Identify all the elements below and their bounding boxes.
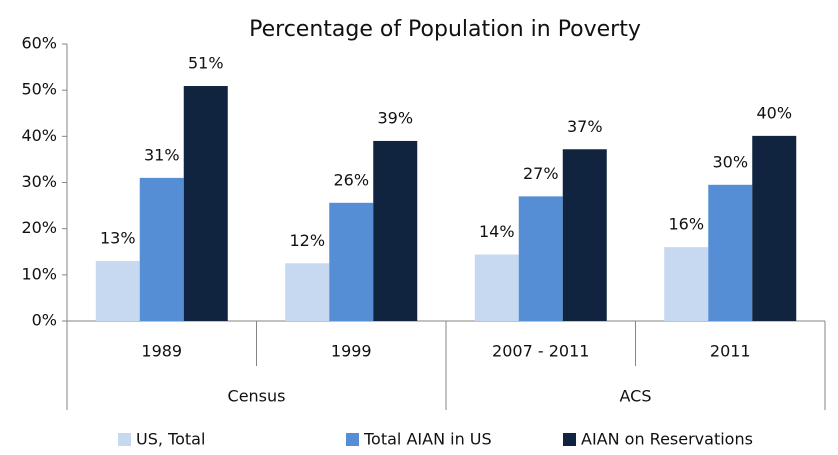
y-tick-label: 40% — [21, 126, 57, 145]
legend-label: AIAN on Reservations — [581, 430, 753, 449]
bar — [562, 149, 607, 321]
y-tick-label: 30% — [21, 172, 57, 191]
x-tick-label: 2011 — [710, 342, 751, 361]
legend-swatch — [346, 433, 359, 446]
y-tick-label: 50% — [21, 80, 57, 99]
y-tick-label: 20% — [21, 218, 57, 237]
data-label: 14% — [479, 222, 515, 241]
data-label: 37% — [567, 117, 603, 136]
data-label: 31% — [144, 145, 180, 164]
bar — [95, 260, 140, 321]
group-label: ACS — [620, 387, 652, 406]
chart-title: Percentage of Population in Poverty — [249, 17, 641, 42]
bar — [664, 247, 709, 321]
bar — [329, 202, 374, 321]
legend-label: US, Total — [136, 430, 205, 449]
data-label: 30% — [712, 152, 748, 171]
legend-swatch — [118, 433, 131, 446]
legend-swatch — [563, 433, 576, 446]
data-label: 40% — [756, 103, 792, 122]
bar — [752, 135, 797, 321]
group-label: Census — [228, 387, 286, 406]
bar — [518, 196, 563, 321]
data-label: 16% — [668, 215, 704, 234]
bar — [285, 263, 330, 321]
x-tick-label: 1999 — [331, 342, 372, 361]
data-label: 26% — [333, 170, 369, 189]
bar — [139, 177, 184, 321]
data-label: 12% — [289, 231, 325, 250]
legend-label: Total AIAN in US — [363, 430, 492, 449]
bar — [474, 254, 519, 321]
data-label: 51% — [188, 54, 224, 73]
bar — [708, 184, 753, 321]
y-tick-label: 0% — [32, 311, 57, 330]
x-tick-label: 2007 - 2011 — [492, 342, 589, 361]
data-label: 27% — [523, 164, 559, 183]
data-label: 39% — [377, 108, 413, 127]
y-tick-label: 10% — [21, 264, 57, 283]
data-label: 13% — [100, 228, 136, 247]
x-tick-label: 1989 — [141, 342, 182, 361]
bar — [373, 140, 418, 321]
y-tick-label: 60% — [21, 34, 57, 53]
bar — [183, 86, 228, 322]
